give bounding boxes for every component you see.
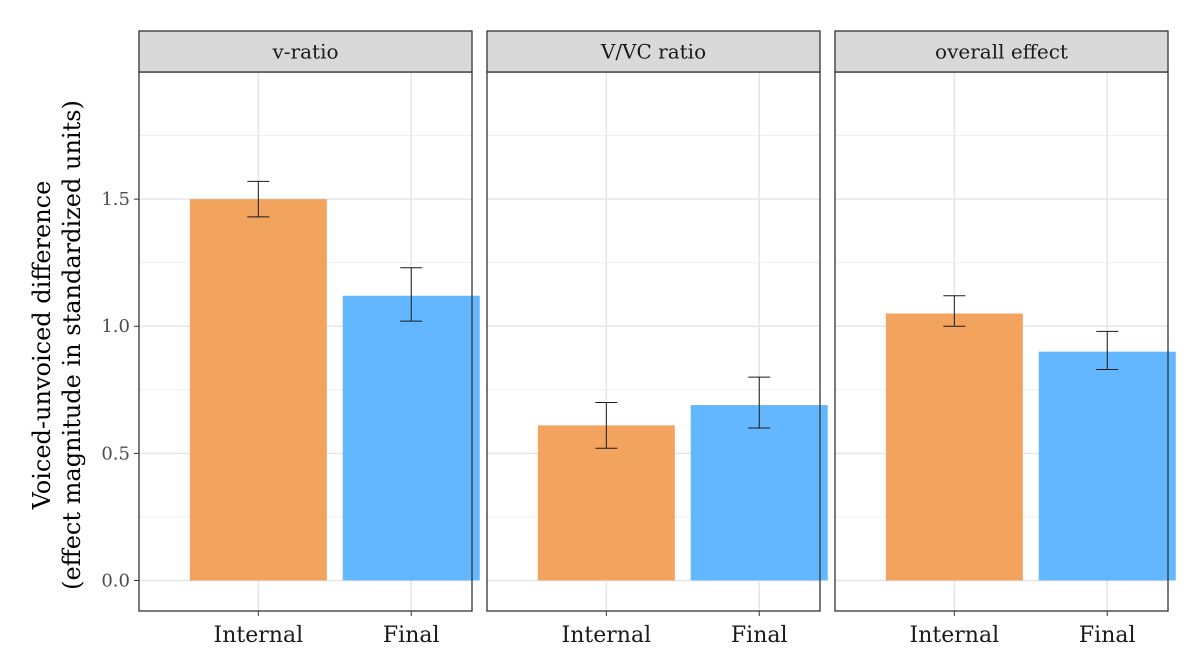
y-axis-title-line2: (effect magnitude in standardized units) (58, 100, 86, 590)
facet-strip (138, 30, 473, 73)
error-bar-final (748, 376, 771, 429)
facet-strip-label: overall effect (935, 40, 1068, 64)
panels-group: v-ratio Internal Final V/VC ratio Internal Fi… (138, 30, 1176, 648)
y-tick-label: 1.5 (101, 189, 130, 210)
facet-strip (834, 30, 1169, 73)
bar-internal[interactable] (189, 199, 327, 581)
facet-strip (486, 30, 821, 73)
facet-panel-3: overall effect Internal Final (834, 30, 1176, 648)
x-tick-label: Internal (562, 623, 652, 648)
bar-internal[interactable] (885, 313, 1023, 581)
y-tick-label: 0.0 (101, 570, 130, 591)
bar-internal[interactable] (537, 425, 675, 581)
y-axis-title-line1: Voiced-unvoiced difference (28, 181, 56, 511)
bar-final[interactable] (1038, 351, 1176, 581)
facet-strip-label: V/VC ratio (600, 40, 706, 64)
y-tick-label: 1.0 (101, 316, 130, 337)
x-tick-label: Internal (214, 623, 304, 648)
y-tick-label: 0.5 (101, 443, 130, 464)
x-tick-label: Final (731, 623, 788, 648)
x-tick-label: Final (1079, 623, 1136, 648)
error-bar-final (1096, 330, 1119, 370)
error-bar-internal (247, 180, 270, 218)
x-tick-label: Internal (910, 623, 1000, 648)
facet-strip-label: v-ratio (271, 40, 338, 64)
facet-panel-1: v-ratio Internal Final (138, 30, 480, 648)
error-bar-final (400, 267, 423, 322)
bar-final[interactable] (690, 405, 828, 581)
error-bar-internal (943, 295, 966, 327)
y-axis: 0.0 0.5 1.0 1.5 (101, 189, 139, 591)
facet-panel-2: V/VC ratio Internal Final (486, 30, 828, 648)
error-bar-internal (595, 402, 618, 449)
bar-final[interactable] (342, 295, 480, 581)
x-tick-label: Final (383, 623, 440, 648)
